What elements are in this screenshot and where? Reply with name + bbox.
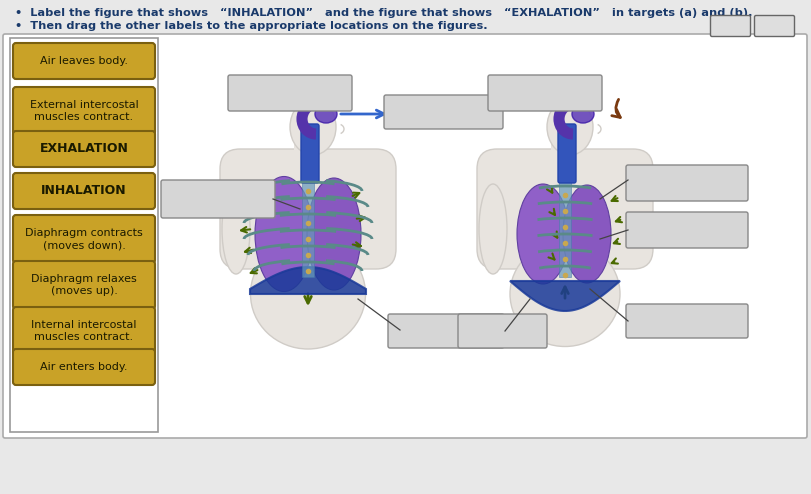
Text: •  Then drag the other labels to the appropriate locations on the figures.: • Then drag the other labels to the appr… — [7, 21, 487, 31]
FancyBboxPatch shape — [228, 75, 351, 111]
Polygon shape — [509, 281, 620, 311]
FancyBboxPatch shape — [384, 95, 502, 129]
Ellipse shape — [547, 99, 592, 155]
FancyBboxPatch shape — [457, 314, 547, 348]
FancyBboxPatch shape — [220, 149, 396, 269]
FancyBboxPatch shape — [13, 349, 155, 385]
FancyBboxPatch shape — [388, 314, 504, 348]
Bar — [302, 177, 314, 277]
Polygon shape — [250, 267, 366, 294]
Ellipse shape — [290, 99, 336, 155]
FancyBboxPatch shape — [10, 38, 158, 432]
Ellipse shape — [571, 105, 594, 123]
FancyBboxPatch shape — [710, 15, 749, 37]
Ellipse shape — [509, 242, 620, 346]
Text: Internal intercostal
muscles contract.: Internal intercostal muscles contract. — [31, 320, 136, 342]
Ellipse shape — [315, 105, 337, 123]
FancyBboxPatch shape — [13, 131, 155, 167]
Ellipse shape — [307, 178, 361, 290]
Text: •  Label the figure that shows   “INHALATION”   and the figure that shows   “EXH: • Label the figure that shows “INHALATIO… — [7, 8, 752, 18]
FancyBboxPatch shape — [13, 215, 155, 263]
Text: Diaphragm relaxes
(moves up).: Diaphragm relaxes (moves up). — [31, 274, 137, 296]
FancyBboxPatch shape — [753, 15, 793, 37]
FancyBboxPatch shape — [625, 304, 747, 338]
FancyBboxPatch shape — [476, 149, 652, 269]
FancyBboxPatch shape — [301, 124, 319, 183]
FancyBboxPatch shape — [557, 124, 575, 183]
FancyBboxPatch shape — [13, 173, 155, 209]
Ellipse shape — [562, 185, 610, 283]
FancyBboxPatch shape — [161, 180, 275, 218]
Text: External intercostal
muscles contract.: External intercostal muscles contract. — [29, 100, 138, 122]
Ellipse shape — [517, 184, 569, 284]
FancyBboxPatch shape — [625, 165, 747, 201]
FancyBboxPatch shape — [487, 75, 601, 111]
Ellipse shape — [221, 184, 250, 274]
Text: Reset: Reset — [715, 21, 744, 31]
Ellipse shape — [478, 184, 506, 274]
Bar — [551, 136, 578, 171]
Bar — [558, 182, 570, 277]
FancyBboxPatch shape — [3, 34, 806, 438]
Ellipse shape — [250, 239, 365, 349]
Text: EXHALATION: EXHALATION — [40, 142, 128, 156]
Bar — [294, 136, 322, 171]
Text: Air enters body.: Air enters body. — [41, 362, 127, 372]
FancyBboxPatch shape — [625, 212, 747, 248]
FancyBboxPatch shape — [13, 87, 155, 135]
FancyBboxPatch shape — [13, 43, 155, 79]
Text: Air leaves body.: Air leaves body. — [40, 56, 128, 66]
Text: Diaphragm contracts
(moves down).: Diaphragm contracts (moves down). — [25, 228, 143, 250]
FancyBboxPatch shape — [13, 261, 155, 309]
FancyBboxPatch shape — [13, 307, 155, 355]
Text: INHALATION: INHALATION — [41, 184, 127, 198]
Ellipse shape — [255, 176, 312, 291]
Text: Help: Help — [762, 21, 785, 31]
